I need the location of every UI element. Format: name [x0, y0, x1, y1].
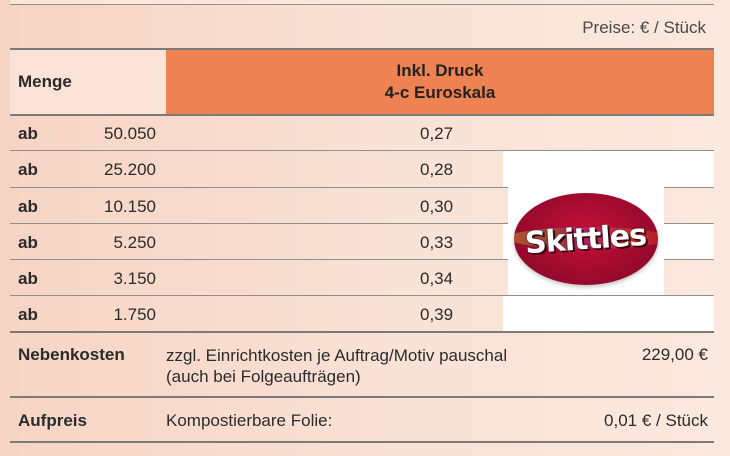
row-prefix: ab — [18, 233, 38, 252]
divider — [10, 48, 714, 50]
row-price: 0,28 — [420, 160, 454, 179]
surcharge-label: Aufpreis — [18, 411, 87, 430]
row-quantity: 5.250 — [113, 233, 156, 252]
brand-logo-area: Skittles — [508, 185, 664, 295]
row-quantity: 3.150 — [113, 269, 156, 288]
row-prefix: ab — [18, 197, 38, 216]
row-quantity: 50.050 — [104, 124, 156, 143]
extra-costs-description: zzgl. Einrichtkosten je Auftrag/Motiv pa… — [166, 345, 606, 387]
row-price: 0,30 — [420, 197, 454, 216]
divider — [10, 223, 714, 224]
print-header-line1: Inkl. Druck — [396, 61, 484, 80]
divider — [10, 4, 714, 5]
table-row: ab 25.200 0,28 — [10, 151, 714, 187]
quantity-header: Menge — [10, 50, 166, 114]
table-row: ab 10.150 0,30 — [10, 188, 714, 224]
logo-wordmark: Skittles — [524, 217, 648, 261]
table-row: ab 1.750 0,39 — [10, 296, 714, 332]
row-price: 0,27 — [420, 124, 454, 143]
extra-costs-amount: 229,00 € — [641, 345, 708, 364]
divider — [10, 295, 714, 296]
print-header-line2: 4-c Euroskala — [384, 83, 496, 102]
surcharge-description: Kompostierbare Folie: — [166, 411, 333, 430]
divider — [10, 331, 714, 333]
divider — [10, 259, 714, 260]
quantity-header-label: Menge — [18, 72, 72, 91]
row-quantity: 25.200 — [104, 160, 156, 179]
row-prefix: ab — [18, 160, 38, 179]
print-header: Inkl. Druck 4-c Euroskala — [166, 50, 714, 114]
row-prefix: ab — [18, 269, 38, 288]
price-unit-note: Preise: € / Stück — [582, 18, 706, 37]
divider — [10, 114, 714, 116]
extra-costs-line1: zzgl. Einrichtkosten je Auftrag/Motiv pa… — [166, 346, 508, 365]
top-band — [10, 0, 714, 4]
divider — [10, 441, 714, 443]
row-prefix: ab — [18, 124, 38, 143]
divider — [10, 396, 714, 398]
row-price: 0,39 — [420, 305, 454, 324]
skittles-logo: Skittles — [514, 193, 658, 285]
row-price: 0,33 — [420, 233, 454, 252]
row-quantity: 10.150 — [104, 197, 156, 216]
divider — [10, 187, 714, 188]
divider — [10, 150, 714, 151]
row-prefix: ab — [18, 305, 38, 324]
row-price: 0,34 — [420, 269, 454, 288]
extra-costs-label: Nebenkosten — [18, 345, 125, 364]
extra-costs-line2: (auch bei Folgeaufträgen) — [166, 367, 361, 386]
row-quantity: 1.750 — [113, 305, 156, 324]
table-row: ab 50.050 0,27 — [10, 115, 714, 151]
surcharge-amount: 0,01 € / Stück — [604, 411, 708, 430]
table-row: ab 3.150 0,34 — [10, 260, 714, 296]
